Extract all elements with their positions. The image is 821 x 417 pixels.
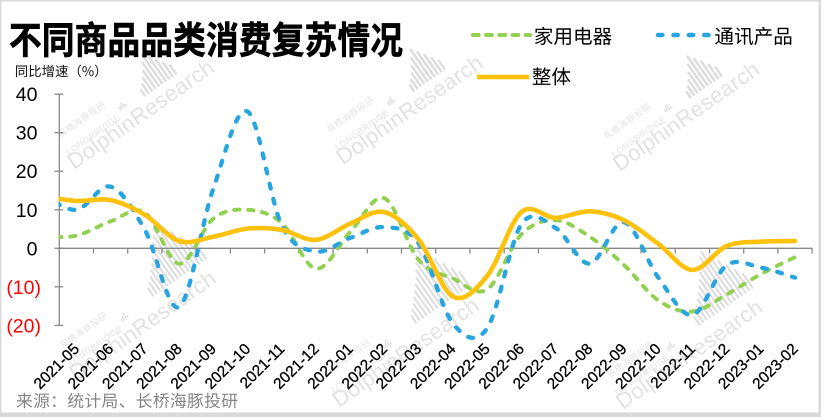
svg-text:40: 40 (16, 84, 38, 106)
svg-text:(20): (20) (6, 315, 41, 337)
svg-text:(10): (10) (6, 277, 41, 299)
svg-text:10: 10 (16, 200, 38, 222)
svg-text:20: 20 (16, 161, 38, 183)
svg-text:30: 30 (16, 123, 38, 145)
svg-text:0: 0 (27, 238, 38, 260)
